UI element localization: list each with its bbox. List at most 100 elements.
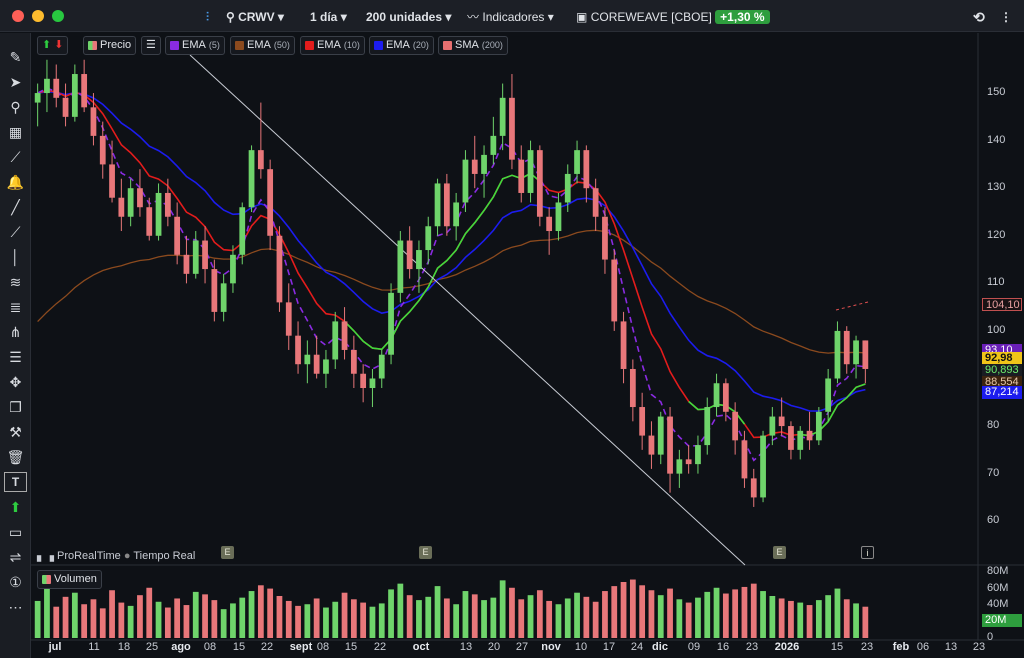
candle[interactable] <box>843 330 850 365</box>
candle[interactable] <box>713 383 720 408</box>
candle[interactable] <box>369 378 376 389</box>
volume-bar[interactable] <box>127 605 134 638</box>
indicators-button[interactable]: 〰 Indicadores ▾ <box>467 10 554 24</box>
candle[interactable] <box>81 74 88 108</box>
volume-bar[interactable] <box>676 599 683 638</box>
ema10-up-segment[interactable] <box>344 172 541 351</box>
vertical-line-icon[interactable]: │ <box>11 249 20 265</box>
volume-bar[interactable] <box>34 600 41 638</box>
candle[interactable] <box>360 373 367 389</box>
candle[interactable] <box>555 202 562 232</box>
volume-bar[interactable] <box>657 595 664 638</box>
volume-bar[interactable] <box>239 597 246 638</box>
volume-bar[interactable] <box>648 590 655 638</box>
volume-bar[interactable] <box>620 582 627 638</box>
volume-bar[interactable] <box>853 603 859 638</box>
candle[interactable] <box>834 330 841 379</box>
volume-bar[interactable] <box>536 590 543 638</box>
volume-bar[interactable] <box>834 588 841 638</box>
copy-icon[interactable]: ❐ <box>9 398 22 415</box>
volume-bar[interactable] <box>564 598 571 638</box>
volume-bar[interactable] <box>453 604 460 638</box>
candles-icon[interactable]: ⫶ <box>206 10 210 24</box>
candle[interactable] <box>341 321 348 350</box>
units-selector[interactable]: 200 unidades ▾ <box>366 10 452 24</box>
volume-bar[interactable] <box>44 586 50 638</box>
info-event[interactable]: i <box>861 546 874 559</box>
candle[interactable] <box>741 440 748 479</box>
minimize-window-button[interactable] <box>32 10 44 22</box>
candle[interactable] <box>220 283 227 312</box>
volume-bar[interactable] <box>369 606 376 638</box>
candle[interactable] <box>676 459 683 474</box>
candle[interactable] <box>788 426 794 450</box>
volume-bar[interactable] <box>164 607 171 638</box>
candle[interactable] <box>815 411 822 441</box>
trend-line[interactable] <box>189 54 746 566</box>
candle[interactable] <box>685 459 692 465</box>
volume-bar[interactable] <box>629 579 636 638</box>
legend-ema50[interactable]: EMA (50) <box>230 36 295 55</box>
volume-bar[interactable] <box>825 595 832 638</box>
candle[interactable] <box>257 150 264 170</box>
rectangle-icon[interactable]: ▭ <box>8 523 23 540</box>
trend-ia-icon[interactable]: ⟋ <box>10 148 21 165</box>
more-icon[interactable]: ⋮ <box>1000 10 1012 24</box>
cursor-icon[interactable]: ➤ <box>9 73 22 90</box>
move-icon[interactable]: ✥ <box>9 373 22 390</box>
volume-bar[interactable] <box>546 600 553 638</box>
volume-bar[interactable] <box>490 597 497 638</box>
candle[interactable] <box>313 354 320 374</box>
volume-bar[interactable] <box>81 604 88 638</box>
volume-bar[interactable] <box>416 600 422 638</box>
dots-icon[interactable]: ⋯ <box>8 598 23 615</box>
earnings-event-1[interactable]: E <box>221 546 234 559</box>
volume-bar[interactable] <box>806 605 813 638</box>
volume-bar[interactable] <box>509 587 515 638</box>
line-icon[interactable]: ╱ <box>11 198 20 215</box>
candle[interactable] <box>527 150 534 193</box>
volume-bar[interactable] <box>732 589 739 638</box>
volume-bar[interactable] <box>443 598 450 638</box>
volume-bar[interactable] <box>574 592 580 638</box>
candle[interactable] <box>648 435 655 455</box>
volume-bar[interactable] <box>667 588 673 638</box>
volume-bar[interactable] <box>741 586 748 638</box>
arrow-up-icon[interactable]: ⬆ <box>9 498 22 515</box>
alert-bell-icon[interactable]: 🔔 <box>6 173 25 190</box>
volume-bar[interactable] <box>350 599 357 638</box>
volume-bar[interactable] <box>434 586 441 638</box>
candle[interactable] <box>164 192 171 217</box>
candle[interactable] <box>564 173 571 203</box>
volume-bar[interactable] <box>211 600 218 638</box>
candle[interactable] <box>490 135 497 155</box>
volume-bar[interactable] <box>639 585 646 638</box>
candle[interactable] <box>499 97 506 136</box>
candle[interactable] <box>44 78 50 94</box>
candle[interactable] <box>797 430 804 450</box>
volume-bar[interactable] <box>760 591 766 638</box>
candle[interactable] <box>211 269 218 312</box>
candle[interactable] <box>285 302 292 336</box>
candle[interactable] <box>462 159 469 203</box>
candle[interactable] <box>71 74 78 117</box>
candle[interactable] <box>192 240 199 274</box>
candle[interactable] <box>536 150 543 217</box>
volume-bar[interactable] <box>295 605 301 638</box>
volume-bar[interactable] <box>778 598 785 638</box>
volume-bar[interactable] <box>611 586 618 638</box>
legend-price[interactable]: Precio <box>83 36 137 55</box>
volume-bar[interactable] <box>388 589 394 638</box>
volume-bar[interactable] <box>602 591 608 638</box>
volume-bar[interactable] <box>713 587 720 638</box>
volume-bar[interactable] <box>592 601 599 638</box>
text-icon[interactable]: T <box>4 472 27 492</box>
volume-bar[interactable] <box>704 591 711 638</box>
candle[interactable] <box>620 321 627 369</box>
volume-bar[interactable] <box>137 595 143 638</box>
candle[interactable] <box>825 378 832 412</box>
volume-bar[interactable] <box>815 600 822 638</box>
zoom-icon[interactable]: ⚲ <box>10 98 21 115</box>
volume-bar[interactable] <box>174 598 181 638</box>
